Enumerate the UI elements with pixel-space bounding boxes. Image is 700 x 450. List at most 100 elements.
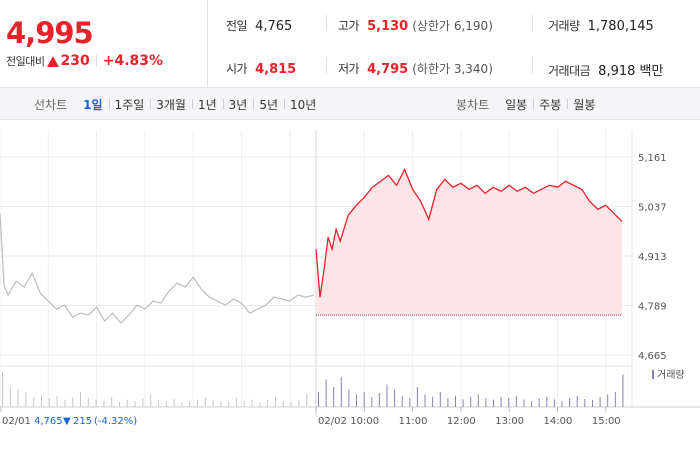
- candle-chart-title: 봉차트: [456, 97, 490, 112]
- volume-bar: [356, 394, 357, 407]
- current-price: 4,995: [6, 16, 94, 50]
- y-tick-label: 5,037: [638, 203, 667, 214]
- quote-summary: 4,995 전일대비 230 +4.83% 전일 4,765 고가 5,130 …: [0, 0, 700, 88]
- volume-bar: [538, 398, 540, 407]
- volume-bar: [119, 402, 120, 407]
- price-box: 4,995 전일대비 230 +4.83%: [0, 0, 208, 88]
- volume-bar: [462, 399, 464, 407]
- volume-bar: [493, 399, 494, 407]
- x-tick-label: 15:00: [592, 416, 621, 427]
- down-arrow-icon: ▼: [63, 416, 71, 427]
- x-tick-label: 14:00: [544, 416, 573, 427]
- y-tick-label: 4,789: [638, 302, 667, 313]
- tab-1y[interactable]: 1년: [191, 96, 223, 113]
- volume-bar: [290, 402, 292, 407]
- volume-bar: [197, 399, 198, 407]
- prev-close-label: 전일: [226, 19, 248, 33]
- volume-bar: [298, 399, 300, 407]
- volume-bar: [409, 398, 411, 407]
- volume-bar: [622, 374, 624, 407]
- divider: [326, 58, 327, 74]
- volume-bar: [173, 399, 175, 407]
- volume-bar: [378, 393, 380, 407]
- volume-bar: [515, 396, 517, 407]
- x-tick-label: 11:00: [399, 416, 428, 427]
- volume-bar: [64, 399, 66, 407]
- volume-bar: [340, 377, 342, 407]
- x-tick-label: 02/01: [2, 416, 31, 427]
- turnover-value: 8,918 백만: [598, 64, 664, 79]
- volume-bar: [41, 394, 42, 407]
- x-axis-ticks: 02/01 02/02 10:00 11:00 12:00 13:00 14:00 15:00: [0, 407, 621, 427]
- volume-bar: [189, 401, 191, 407]
- change-label: 전일대비: [6, 55, 45, 68]
- volume-bar: [9, 387, 11, 407]
- volume-bar: [48, 398, 50, 407]
- chart-tabbar: 선차트 1일 1주일 3개월 1년 3년 5년 10년 봉차트 일봉 주봉 월봉: [0, 88, 700, 120]
- volume-legend: 거래량: [652, 369, 685, 381]
- volume-bar: [455, 396, 456, 407]
- stat-low: 저가 4,795 (하한가 3,340): [338, 60, 493, 77]
- tab-1d[interactable]: 1일: [83, 97, 103, 112]
- prev-close-value: 4,765: [255, 19, 293, 34]
- y-tick-label: 5,161: [638, 153, 667, 164]
- up-arrow-icon: [47, 55, 60, 67]
- volume-bar: [416, 387, 418, 407]
- volume-bar: [80, 392, 81, 407]
- intraday-price-chart[interactable]: 5,161 5,037 4,913 4,789 4,665 02/01 02/02 10:0…: [0, 120, 700, 450]
- volume-bar: [531, 401, 533, 407]
- tab-3m[interactable]: 3개월: [150, 96, 192, 113]
- tab-daily[interactable]: 일봉: [505, 97, 528, 112]
- volume-bar: [165, 401, 167, 407]
- y-axis-ticks: 5,161 5,037 4,913 4,789 4,665: [638, 153, 667, 362]
- volume-bar: [103, 401, 105, 407]
- tab-weekly[interactable]: 주봉: [533, 96, 567, 113]
- volume-bar: [142, 398, 144, 407]
- volume-bar: [95, 399, 97, 407]
- candle-chart-tabs: 봉차트 일봉 주봉 월봉: [456, 88, 601, 120]
- prev-change-value: 215: [73, 416, 92, 427]
- x-tick-label: 13:00: [495, 416, 524, 427]
- tab-3y[interactable]: 3년: [222, 96, 254, 113]
- tab-5y[interactable]: 5년: [253, 96, 284, 113]
- volume-bar: [150, 394, 152, 407]
- volume-bar: [126, 399, 128, 407]
- volume-bar: [569, 398, 571, 407]
- x-tick-label: 12:00: [447, 416, 476, 427]
- volume-bar: [275, 397, 276, 407]
- volume-bar: [267, 400, 269, 407]
- prev-close-value: 4,765: [34, 416, 63, 427]
- volume-bar: [546, 397, 548, 407]
- volume-bar: [236, 398, 237, 407]
- volume-bar: [228, 402, 230, 407]
- volume-value: 1,780,145: [587, 19, 654, 34]
- line-chart-tabs: 선차트 1일 1주일 3개월 1년 3년 5년 10년: [34, 88, 322, 120]
- tab-10y[interactable]: 10년: [284, 96, 322, 113]
- low-label: 저가: [338, 62, 360, 76]
- tab-monthly[interactable]: 월봉: [567, 96, 601, 113]
- volume-bar: [592, 400, 593, 407]
- x-tick-label: 02/02: [318, 416, 347, 427]
- line-chart-title: 선차트: [34, 97, 68, 112]
- volume-bar: [306, 394, 308, 407]
- change-amount: 230: [60, 53, 90, 69]
- today-price-line: [315, 167, 623, 298]
- volume-bar: [614, 392, 616, 407]
- volume-bar: [87, 398, 89, 407]
- divider: [532, 15, 533, 31]
- volume-bar: [485, 398, 487, 407]
- volume-bar: [333, 387, 335, 407]
- stat-open: 시가 4,815: [226, 60, 296, 77]
- volume-bar: [111, 397, 113, 407]
- stat-prev-close: 전일 4,765: [226, 17, 292, 34]
- volume-bar: [243, 401, 245, 407]
- volume-bar: [607, 394, 609, 407]
- volume-bar: [561, 401, 563, 407]
- tab-1w[interactable]: 1주일: [108, 96, 151, 113]
- volume-bar: [259, 402, 261, 407]
- prev-day-area: [0, 213, 315, 324]
- volume-bar: [584, 399, 586, 407]
- volume-bar: [325, 379, 327, 407]
- open-value: 4,815: [255, 62, 297, 77]
- volume-bar: [251, 399, 253, 407]
